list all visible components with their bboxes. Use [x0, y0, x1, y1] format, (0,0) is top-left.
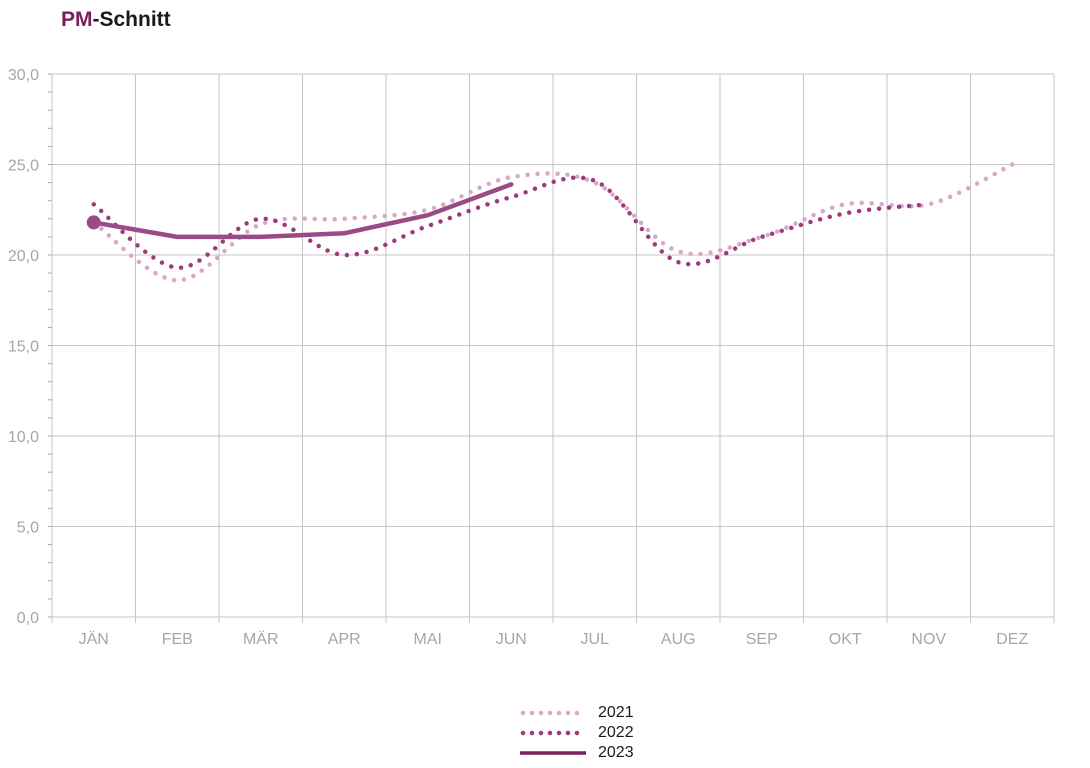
legend-swatch-2022	[520, 730, 588, 736]
x-tick-label: MÄR	[243, 630, 279, 648]
x-tick-label: JÄN	[79, 630, 109, 648]
x-tick-label: FEB	[162, 631, 193, 648]
x-tick-label: JUN	[496, 631, 527, 648]
x-tick-label: NOV	[911, 631, 946, 648]
y-tick-label: 10,0	[8, 429, 39, 446]
x-tick-label: JUL	[581, 631, 610, 648]
y-tick-label: 20,0	[8, 248, 39, 265]
legend-label-2023: 2023	[598, 744, 634, 761]
title-accent: PM	[61, 8, 93, 31]
legend-item-2021: 2021	[520, 703, 634, 723]
y-tick-label: 0,0	[17, 610, 39, 627]
x-tick-label: MAI	[414, 631, 442, 648]
legend: 2021 2022 2023	[520, 703, 634, 763]
x-tick-label: DEZ	[996, 631, 1028, 648]
x-tick-label: APR	[328, 631, 361, 648]
x-tick-label: SEP	[746, 631, 778, 648]
y-tick-label: 25,0	[8, 158, 39, 175]
x-tick-label: OKT	[829, 631, 862, 648]
y-tick-label: 5,0	[17, 520, 39, 537]
y-tick-label: 30,0	[8, 67, 39, 84]
legend-item-2022: 2022	[520, 723, 634, 743]
line-chart: 0,0 5,0 10,0 15,0 20,0 25,0 30,0 JÄN FEB MÄR APR MA…	[8, 67, 1055, 648]
legend-label-2021: 2021	[598, 704, 634, 721]
legend-label-2022: 2022	[598, 724, 634, 741]
y-tick-label: 15,0	[8, 339, 39, 356]
series-line-2023	[91, 182, 514, 240]
series-line-2021	[91, 162, 1015, 283]
legend-swatch-2021	[520, 710, 588, 716]
title-rest: -Schnitt	[92, 8, 171, 31]
x-tick-label: AUG	[661, 631, 696, 648]
legend-item-2023: 2023	[520, 743, 634, 763]
series-2023-start-point	[86, 215, 101, 230]
chart-title: PM-Schnitt	[61, 8, 171, 32]
legend-swatch-2023	[520, 751, 586, 755]
